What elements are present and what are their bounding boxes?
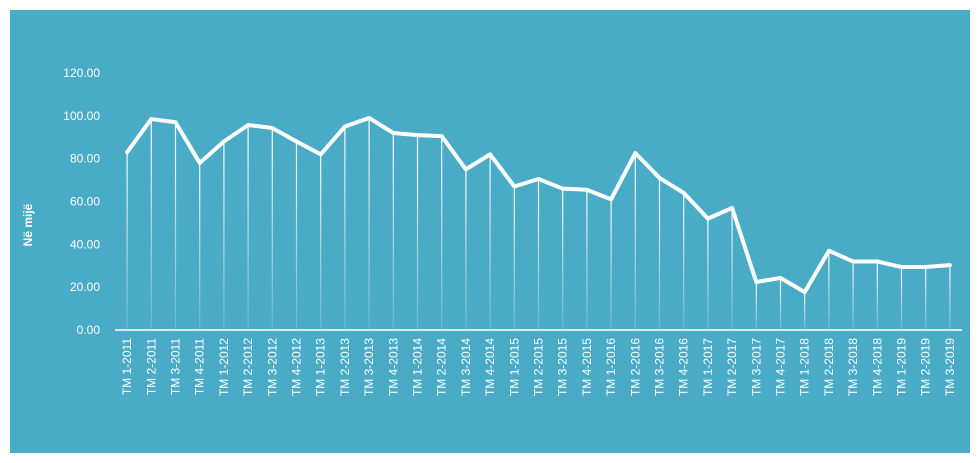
y-axis-title: Në mijë — [21, 203, 35, 246]
x-tick-label: TM 3-2015 — [556, 338, 570, 396]
drop-line — [586, 189, 588, 330]
drop-line — [513, 186, 515, 330]
drop-line — [441, 136, 443, 330]
drop-line — [392, 132, 394, 330]
drop-line — [368, 117, 370, 330]
x-tick-label: TM 1-2011 — [120, 338, 134, 395]
drop-line — [949, 265, 951, 330]
x-tick-label: TM 1-2019 — [895, 338, 909, 396]
drop-line — [828, 250, 830, 330]
drop-line — [562, 188, 564, 330]
drop-line — [610, 199, 612, 330]
drop-line — [174, 122, 177, 330]
x-tick-label: TM 3-2017 — [749, 338, 763, 396]
drop-line — [804, 292, 806, 330]
drop-line — [876, 261, 878, 330]
drop-line — [150, 119, 152, 330]
x-tick-label: TM 2-2012 — [241, 338, 255, 396]
y-tick-label: 120.00 — [63, 66, 100, 80]
drop-line — [416, 135, 419, 330]
x-tick-label: TM 1-2015 — [507, 338, 521, 396]
x-tick-label: TM 2-2015 — [532, 338, 546, 396]
x-tick-label: TM 2-2013 — [338, 338, 352, 396]
y-tick-label: 100.00 — [63, 109, 100, 123]
x-tick-label: TM 4-2018 — [870, 338, 884, 396]
x-tick-label: TM 3-2016 — [653, 338, 667, 396]
drop-line — [852, 261, 854, 330]
drop-line — [271, 128, 273, 330]
y-tick-label: 0.00 — [77, 323, 101, 337]
x-tick-label: TM 3-2019 — [943, 338, 957, 396]
x-tick-label: TM 4-2017 — [774, 338, 788, 396]
x-tick-label: TM 3-2013 — [362, 338, 376, 396]
x-tick-label: TM 1-2014 — [411, 338, 425, 396]
drop-line — [223, 141, 225, 330]
x-tick-label: TM 2-2017 — [725, 338, 739, 396]
y-tick-label: 20.00 — [70, 280, 100, 294]
data-line — [125, 115, 952, 295]
drop-line — [731, 207, 733, 330]
drop-line — [320, 154, 322, 330]
x-tick-label: TM 1-2016 — [604, 338, 618, 396]
x-tick-label: TM 3-2012 — [265, 338, 279, 396]
drop-line — [658, 177, 661, 330]
x-tick-label: TM 3-2011 — [169, 338, 183, 395]
x-tick-label: TM 4-2013 — [386, 338, 400, 396]
x-tick-label: TM 1-2013 — [314, 338, 328, 396]
drop-line — [344, 126, 346, 331]
x-tick-label: TM 1-2012 — [217, 338, 231, 396]
x-tick-label: TM 1-2018 — [798, 338, 812, 396]
x-tick-label: TM 4-2014 — [483, 338, 497, 396]
y-tick-label: 40.00 — [70, 237, 100, 251]
x-tick-label: TM 1-2017 — [701, 338, 715, 396]
drop-line — [247, 125, 249, 330]
x-tick-label: TM 4-2015 — [580, 338, 594, 396]
drop-line — [199, 162, 201, 330]
drop-line — [126, 152, 128, 330]
x-tick-label: TM 3-2018 — [846, 338, 860, 396]
drop-line — [465, 169, 467, 330]
drop-line — [537, 179, 540, 330]
x-tick-label: TM 4-2012 — [290, 338, 304, 396]
x-tick-label: TM 2-2019 — [919, 338, 933, 396]
x-tick-label: TM 2-2018 — [822, 338, 836, 396]
x-tick-label: TM 2-2016 — [628, 338, 642, 396]
drop-line — [755, 282, 757, 330]
x-tick-label: TM 4-2016 — [677, 338, 691, 396]
x-tick-label: TM 2-2011 — [144, 338, 158, 395]
y-tick-label: 80.00 — [70, 152, 100, 166]
drop-line — [295, 141, 298, 330]
x-tick-label: TM 3-2014 — [459, 338, 473, 396]
drop-line — [489, 154, 491, 330]
y-tick-label: 60.00 — [70, 195, 100, 209]
drop-line — [779, 277, 782, 330]
drop-line — [900, 267, 903, 330]
drop-line — [683, 192, 685, 330]
x-tick-label: TM 2-2014 — [435, 338, 449, 396]
drop-line — [707, 218, 709, 330]
drop-line — [634, 153, 636, 330]
drop-line — [925, 267, 927, 330]
x-tick-label: TM 4-2011 — [193, 338, 207, 395]
